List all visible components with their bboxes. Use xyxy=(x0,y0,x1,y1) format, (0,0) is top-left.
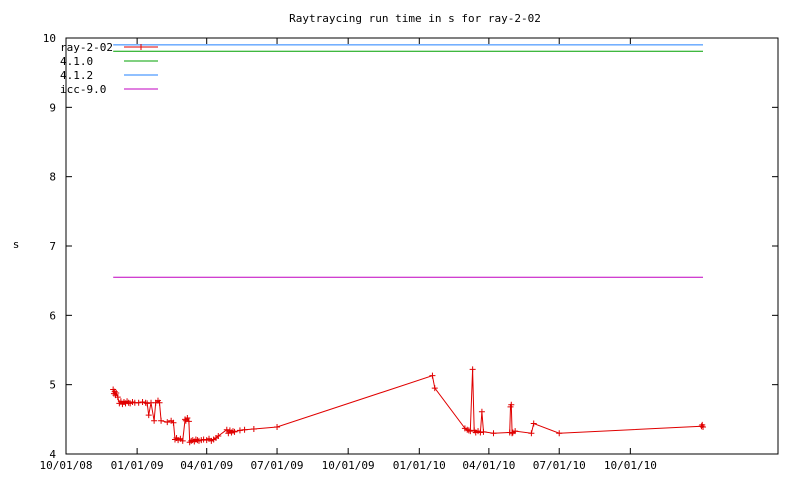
legend-label: 4.1.2 xyxy=(60,69,93,82)
data-point xyxy=(508,401,515,408)
data-point xyxy=(250,426,257,433)
data-point xyxy=(429,372,436,379)
legend-label: 4.1.0 xyxy=(60,55,93,68)
y-tick-label: 5 xyxy=(49,379,56,392)
data-point xyxy=(179,437,186,444)
data-point xyxy=(172,436,179,443)
data-point xyxy=(164,419,171,426)
data-point xyxy=(477,429,484,436)
data-point xyxy=(185,418,192,425)
data-point xyxy=(469,366,476,373)
data-point xyxy=(530,420,537,427)
y-tick-label: 8 xyxy=(49,171,56,184)
y-tick-label: 7 xyxy=(49,240,56,253)
series-layer xyxy=(110,44,707,446)
series-ray-2-02 xyxy=(110,366,707,446)
legend-marker xyxy=(138,44,144,50)
data-point xyxy=(170,419,177,426)
data-point xyxy=(114,394,121,401)
x-tick-label: 10/01/10 xyxy=(604,459,657,472)
data-point xyxy=(274,423,281,430)
data-point xyxy=(528,430,535,437)
chart-title: Raytraycing run time in s for ray-2-02 xyxy=(289,12,541,25)
data-point xyxy=(467,428,474,435)
data-point xyxy=(156,399,163,406)
data-point xyxy=(223,426,230,433)
y-tick-label: 10 xyxy=(43,32,56,45)
data-point xyxy=(241,426,248,433)
data-point xyxy=(113,389,120,396)
x-tick-label: 07/01/09 xyxy=(251,459,304,472)
y-axis-label: s xyxy=(13,238,20,251)
x-tick-label: 10/01/09 xyxy=(322,459,375,472)
x-tick-label: 01/01/10 xyxy=(393,459,446,472)
legend-label: icc-9.0 xyxy=(60,83,106,96)
data-point xyxy=(478,408,485,415)
y-tick-label: 6 xyxy=(49,309,56,322)
x-tick-label: 10/01/08 xyxy=(40,459,93,472)
plot-frame xyxy=(65,37,779,455)
data-point xyxy=(236,427,243,434)
legend-label: ray-2-02 xyxy=(60,41,113,54)
data-point xyxy=(509,430,516,437)
x-tick-label: 04/01/10 xyxy=(462,459,515,472)
data-point xyxy=(215,432,222,439)
series-line xyxy=(112,369,704,444)
data-point xyxy=(512,428,519,435)
data-point xyxy=(200,436,207,443)
data-point xyxy=(135,399,142,406)
data-point xyxy=(151,417,158,424)
x-tick-label: 07/01/10 xyxy=(533,459,586,472)
data-point xyxy=(490,430,497,437)
data-point xyxy=(480,428,487,435)
data-point xyxy=(144,400,151,407)
data-point xyxy=(158,417,165,424)
x-tick-label: 01/01/09 xyxy=(111,459,164,472)
axes: 4 5 6 7 8 9 10 10/01/08 01/01/09 04/01/09 07/01/09… xyxy=(40,32,779,472)
data-point xyxy=(431,385,438,392)
data-point xyxy=(139,399,146,405)
y-tick-label: 4 xyxy=(49,448,56,461)
x-tick-label: 04/01/09 xyxy=(180,459,233,472)
data-point xyxy=(125,399,132,406)
data-point xyxy=(184,414,191,421)
data-point xyxy=(231,428,238,435)
data-point xyxy=(698,423,705,430)
data-point xyxy=(556,430,563,437)
data-point xyxy=(145,412,152,419)
data-point xyxy=(700,423,707,430)
y-tick-label: 9 xyxy=(49,101,56,114)
